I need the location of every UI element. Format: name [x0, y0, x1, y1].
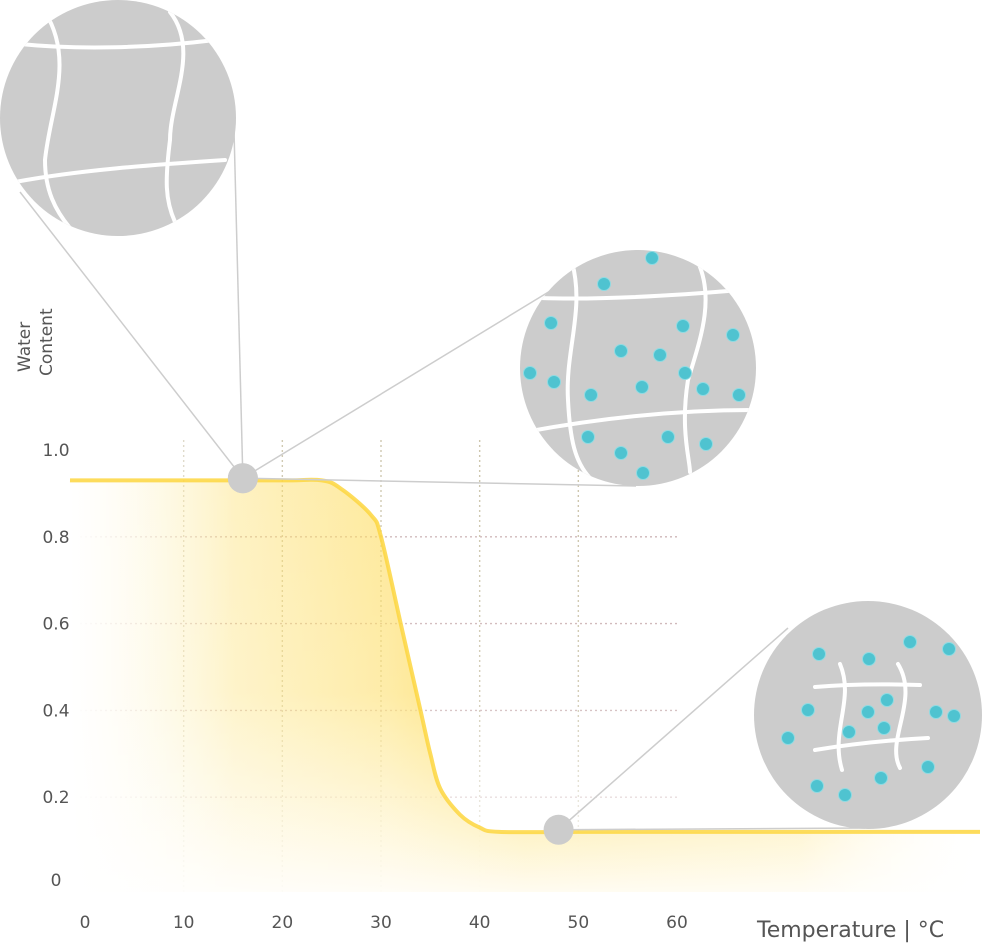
water-particle [661, 430, 675, 444]
y-axis-title-line2: Content [37, 308, 57, 376]
polymer-fiber [682, 260, 708, 474]
x-tick-10: 10 [173, 913, 195, 933]
zoom-circle-1 [0, 0, 236, 236]
water-particle [874, 771, 888, 785]
water-particle [781, 731, 795, 745]
water-particle [523, 366, 537, 380]
leader-line-2 [242, 284, 561, 479]
leader-line-4 [558, 627, 789, 831]
polymer-network-3 [813, 662, 930, 772]
polymer-network-1 [13, 10, 227, 230]
water-particle [676, 319, 690, 333]
water-particle [645, 251, 659, 265]
water-particle [877, 721, 891, 735]
water-particle [812, 647, 826, 661]
polymer-fiber [538, 288, 742, 301]
polymer-fiber [836, 662, 847, 772]
x-tick-30: 30 [370, 913, 392, 933]
water-particle [699, 437, 713, 451]
callout-transition-state [520, 250, 756, 486]
water-particle [942, 642, 956, 656]
water-particle [732, 388, 746, 402]
y-tick-0.2: 0.2 [42, 788, 69, 808]
water-particles-3 [781, 635, 961, 802]
tick-labels: 0 10 20 30 40 50 60 0 0.2 0.4 0.6 0.8 1.0 [42, 441, 687, 933]
zoom-circle-2 [520, 250, 756, 486]
x-tick-40: 40 [469, 913, 491, 933]
water-particle [838, 788, 852, 802]
polymer-fiber [813, 682, 922, 689]
water-particle [636, 466, 650, 480]
water-particle [921, 760, 935, 774]
water-particle [584, 388, 598, 402]
callout-swollen-state [0, 0, 236, 236]
polymer-network-2 [523, 260, 754, 480]
water-particle [597, 277, 611, 291]
water-particle [635, 380, 649, 394]
water-particle [581, 430, 595, 444]
x-tick-50: 50 [568, 913, 590, 933]
water-particle [678, 366, 692, 380]
curve-line [69, 477, 980, 835]
y-tick-1.0: 1.0 [42, 441, 69, 461]
polymer-fiber [813, 736, 930, 752]
water-particle [614, 344, 628, 358]
water-particle [929, 705, 943, 719]
curve-marker-3 [543, 814, 574, 845]
polymer-fiber [13, 158, 227, 184]
y-axis-title-line1: Water [15, 322, 35, 372]
water-particle [842, 725, 856, 739]
leader-line-3 [242, 477, 637, 487]
water-particle [801, 703, 815, 717]
x-axis-title: Temperature | °C [756, 918, 944, 943]
callout-circles [0, 0, 982, 845]
polymer-fiber [164, 10, 186, 224]
water-particle [903, 635, 917, 649]
y-tick-0.4: 0.4 [42, 701, 69, 721]
y-tick-0: 0 [51, 871, 62, 891]
water-particle [696, 382, 710, 396]
water-particle [614, 446, 628, 460]
polymer-fiber [894, 662, 908, 770]
polymer-fiber [18, 38, 217, 50]
x-tick-20: 20 [272, 913, 294, 933]
water-particle [947, 709, 961, 723]
leader-line-1 [233, 129, 244, 479]
water-particle [810, 779, 824, 793]
water-particle [862, 652, 876, 666]
y-tick-0.6: 0.6 [42, 615, 69, 635]
water-particle [726, 328, 740, 342]
water-particles-2 [523, 251, 746, 480]
leader-line-5 [558, 827, 866, 831]
x-tick-60: 60 [666, 913, 688, 933]
water-particle [880, 693, 894, 707]
leader-line-0 [19, 191, 244, 479]
polymer-fiber [565, 260, 592, 480]
water-particle [653, 348, 667, 362]
callout-leader-lines [19, 129, 866, 831]
water-particle [544, 316, 558, 330]
curve-marker-2 [227, 463, 258, 494]
water-particle [861, 705, 875, 719]
y-tick-0.8: 0.8 [42, 528, 69, 548]
water-particle [547, 375, 561, 389]
x-tick-0: 0 [80, 913, 91, 933]
polymer-fiber [42, 10, 72, 230]
polymer-fiber [523, 408, 754, 434]
